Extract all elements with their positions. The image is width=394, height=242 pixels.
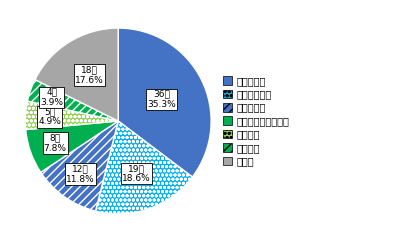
Text: 18件
17.6%: 18件 17.6% (76, 66, 104, 85)
Text: 4件
3.9%: 4件 3.9% (40, 88, 63, 107)
Text: 36件
35.3%: 36件 35.3% (147, 90, 176, 109)
Wedge shape (118, 28, 211, 177)
Wedge shape (35, 28, 118, 121)
Text: 8件
7.8%: 8件 7.8% (44, 134, 67, 153)
Wedge shape (28, 80, 118, 121)
Text: 19件
18.6%: 19件 18.6% (123, 164, 151, 183)
Wedge shape (25, 101, 118, 129)
Text: 5件
4.9%: 5件 4.9% (38, 107, 61, 127)
Wedge shape (95, 121, 192, 214)
Text: 12件
11.8%: 12件 11.8% (66, 164, 95, 184)
Wedge shape (41, 121, 118, 211)
Wedge shape (26, 121, 118, 172)
Legend: 工事・建築, 修理サービス, 不動産貸借, 役務その他サービス, 火災保険, 相隣関係, その他: 工事・建築, 修理サービス, 不動産貸借, 役務その他サービス, 火災保険, 相… (221, 74, 291, 168)
